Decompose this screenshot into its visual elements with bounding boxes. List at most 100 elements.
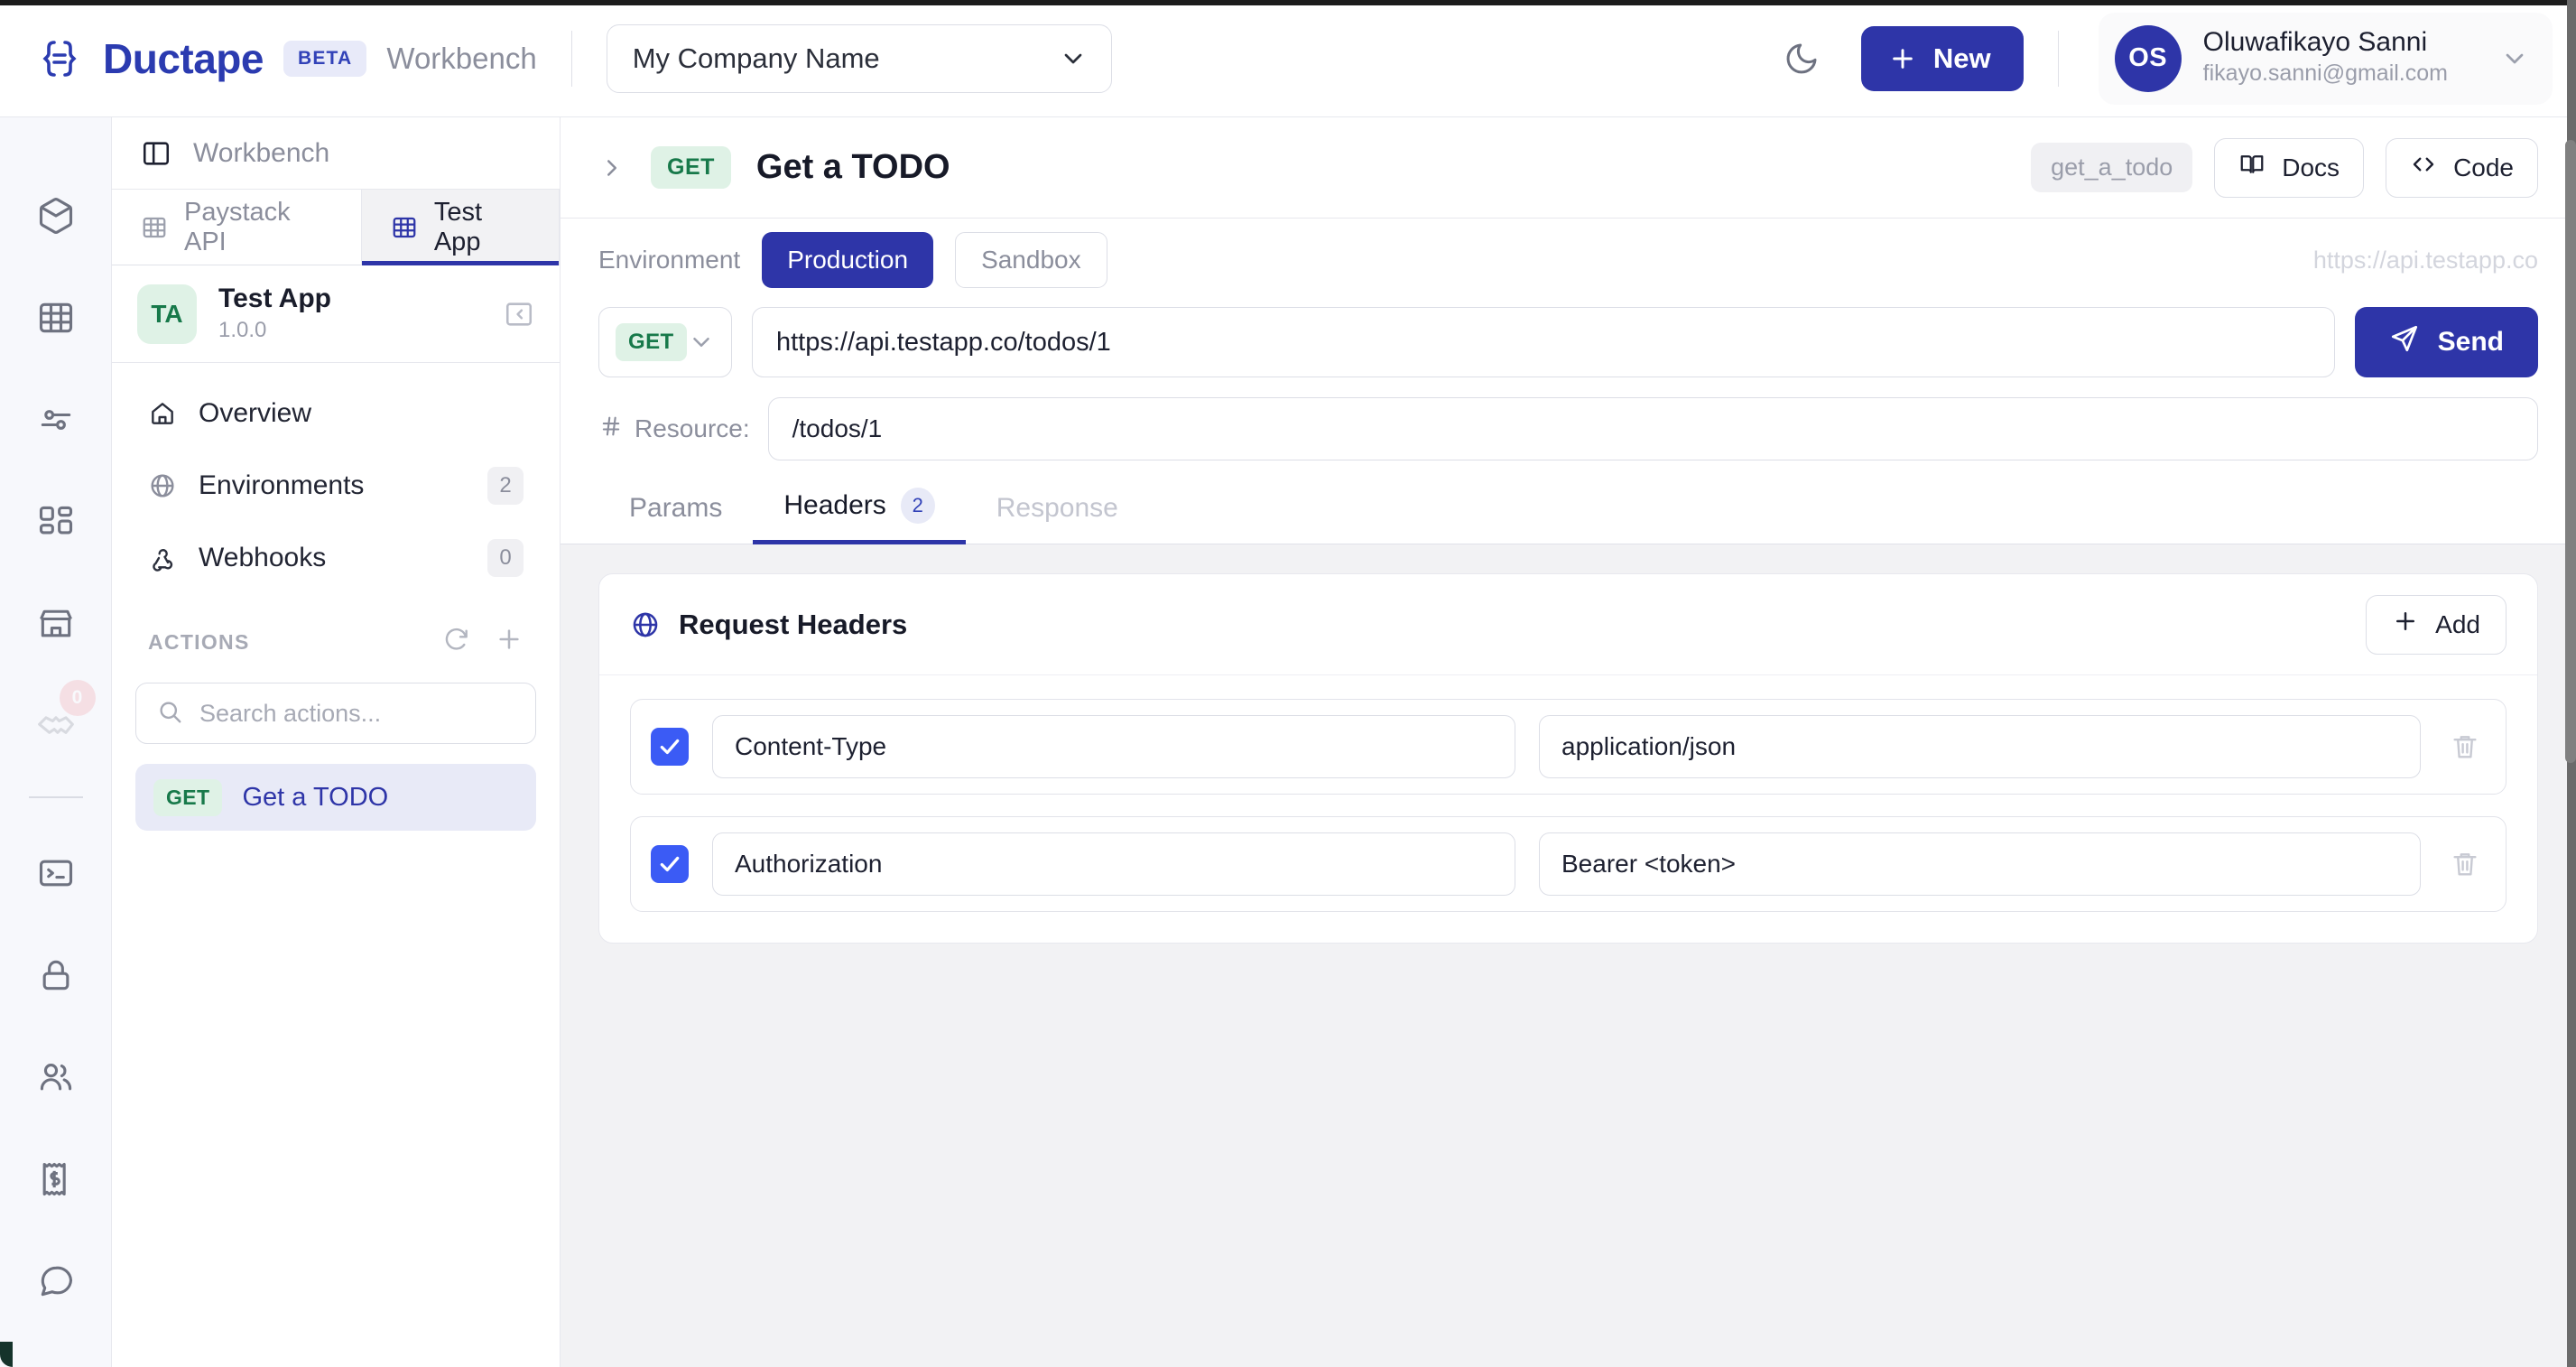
window-corner [0, 1342, 13, 1367]
company-select-value: My Company Name [632, 42, 880, 74]
brand-name: Ductape [103, 34, 264, 82]
sidebar-item-environments[interactable]: Environments 2 [132, 450, 540, 522]
tab-params[interactable]: Params [598, 493, 753, 544]
url-input-value: https://api.testapp.co/todos/1 [776, 327, 1111, 357]
resource-input-value: /todos/1 [792, 414, 883, 442]
tab-count-badge: 2 [900, 488, 935, 524]
billing-icon[interactable] [0, 1128, 112, 1230]
delete-header-icon[interactable] [2444, 731, 2480, 762]
method-select[interactable]: GET [598, 307, 732, 377]
handshake-icon[interactable]: 0 [0, 674, 112, 776]
company-select[interactable]: My Company Name [606, 23, 1112, 93]
header-key-input[interactable]: Content-Type [712, 715, 1515, 778]
panel-layout-icon[interactable] [141, 138, 171, 169]
header-value-input[interactable]: application/json [1539, 715, 2421, 778]
user-info: Oluwafikayo Sanni fikayo.sanni@gmail.com [2203, 27, 2448, 88]
webhook-icon [148, 544, 177, 572]
chevron-down-icon [688, 329, 715, 356]
header-value-value: Bearer <token> [1561, 850, 1737, 878]
app-card[interactable]: TA Test App 1.0.0 [112, 265, 560, 363]
code-button[interactable]: Code [2386, 137, 2538, 198]
tab-label: Response [996, 493, 1118, 523]
file-tab-test-app[interactable]: Test App [361, 190, 560, 265]
rail-divider [28, 796, 83, 798]
brand[interactable]: Ductape BETA Workbench [36, 34, 537, 83]
sidebar-item-webhooks[interactable]: Webhooks 0 [132, 522, 540, 594]
refresh-icon[interactable] [442, 625, 471, 659]
add-header-label: Add [2435, 609, 2480, 638]
request-tabs: Params Headers 2 Response [561, 460, 2576, 544]
action-header-right: get_a_todo Docs Code [2031, 137, 2538, 198]
resource-label-group: Resource: [598, 414, 750, 445]
header-enabled-checkbox[interactable] [651, 728, 689, 766]
send-icon [2389, 323, 2420, 361]
users-icon[interactable] [0, 1026, 112, 1128]
environment-base-url: https://api.testapp.co [2312, 246, 2538, 274]
search-input[interactable] [199, 699, 519, 728]
search-actions-wrap [112, 674, 560, 744]
scrollbar-thumb[interactable] [2565, 140, 2576, 763]
book-icon [2238, 151, 2266, 184]
new-button[interactable]: New [1860, 25, 2024, 91]
environment-label: Environment [598, 246, 741, 274]
url-input[interactable]: https://api.testapp.co/todos/1 [752, 307, 2335, 377]
beta-badge: BETA [283, 40, 367, 77]
handshake-badge: 0 [59, 680, 96, 716]
user-email: fikayo.sanni@gmail.com [2202, 60, 2448, 86]
list-item[interactable]: GET Get a TODO [135, 764, 536, 831]
sidebar-item-count: 2 [487, 467, 524, 505]
search-actions-box[interactable] [135, 683, 536, 744]
package-icon[interactable] [0, 164, 112, 266]
plus-icon [2392, 608, 2419, 641]
user-name: Oluwafikayo Sanni [2202, 27, 2428, 58]
send-button[interactable]: Send [2354, 307, 2538, 377]
delete-header-icon[interactable] [2444, 849, 2480, 879]
lock-icon[interactable] [0, 924, 112, 1026]
sidebar-item-label: Overview [199, 398, 312, 428]
terminal-icon[interactable] [0, 822, 112, 924]
new-button-label: New [1932, 42, 1991, 74]
home-icon [148, 399, 177, 428]
user-menu[interactable]: OS Oluwafikayo Sanni fikayo.sanni@gmail.… [2098, 12, 2553, 105]
header-rows: Content-Type application/json [599, 675, 2537, 943]
sidebar-item-count: 0 [487, 539, 524, 577]
docs-button[interactable]: Docs [2214, 137, 2365, 198]
method-select-value: GET [616, 323, 687, 361]
tab-headers[interactable]: Headers 2 [753, 488, 967, 544]
code-icon [2410, 151, 2437, 184]
sidebar-item-overview[interactable]: Overview [132, 377, 540, 450]
add-header-button[interactable]: Add [2366, 594, 2507, 655]
main-content: GET Get a TODO get_a_todo Docs Cod [561, 117, 2576, 1367]
plus-icon [1893, 48, 1913, 69]
header-key-input[interactable]: Authorization [712, 832, 1515, 896]
file-tab-label: Test App [433, 197, 483, 256]
action-name: Get a TODO [242, 782, 389, 812]
hash-icon [598, 414, 624, 445]
header-enabled-checkbox[interactable] [651, 845, 689, 883]
apps-icon[interactable] [0, 470, 112, 572]
globe-icon [148, 471, 177, 500]
store-icon[interactable] [0, 572, 112, 674]
collapse-panel-icon[interactable] [504, 299, 534, 330]
request-headers-card: Request Headers Add [598, 573, 2538, 944]
grid-icon [391, 214, 418, 241]
add-action-icon[interactable] [495, 625, 524, 659]
env-option-sandbox[interactable]: Sandbox [955, 232, 1107, 288]
tab-label: Headers [783, 490, 886, 520]
chat-icon[interactable] [0, 1230, 112, 1332]
sliders-icon[interactable] [0, 368, 112, 470]
actions-section-header: ACTIONS [112, 594, 560, 674]
chevron-right-icon[interactable] [598, 154, 625, 181]
app-meta: Test App 1.0.0 [218, 283, 331, 346]
file-tab-paystack-api[interactable]: Paystack API [112, 190, 362, 265]
resource-input[interactable]: /todos/1 [767, 397, 2538, 460]
tab-response[interactable]: Response [966, 493, 1149, 544]
env-option-production[interactable]: Production [762, 232, 934, 288]
avatar: OS [2114, 24, 2182, 92]
grid-icon[interactable] [0, 266, 112, 368]
tab-content: Request Headers Add [561, 544, 2576, 1367]
dark-mode-toggle[interactable] [1773, 30, 1830, 88]
body: 0 Wo [0, 117, 2576, 1367]
header-value-input[interactable]: Bearer <token> [1539, 832, 2421, 896]
